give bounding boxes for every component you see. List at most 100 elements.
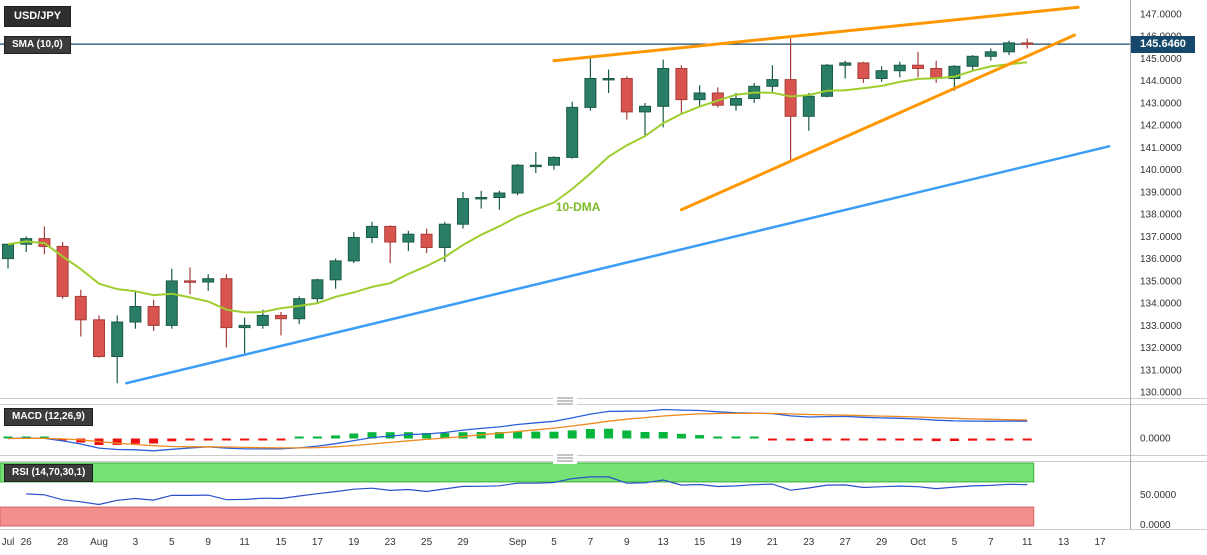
candle-bullish — [165, 280, 178, 326]
macd-histogram-bar — [695, 435, 705, 439]
rsi-line — [26, 476, 1028, 506]
macd-histogram-bar — [895, 438, 905, 441]
sma-indicator-badge[interactable]: SMA (10,0) — [4, 36, 71, 54]
macd-histogram-bar — [731, 436, 741, 439]
macd-axis-label: 0.0000 — [1140, 434, 1171, 445]
date-axis-label: Jul — [2, 537, 15, 548]
macd-histogram-bar — [440, 432, 450, 439]
candle-bullish — [347, 237, 360, 262]
macd-histogram-bar — [1022, 438, 1032, 441]
candle-bearish — [93, 319, 105, 357]
macd-histogram-bar — [294, 436, 304, 439]
symbol-badge[interactable]: USD/JPY — [4, 6, 72, 27]
macd-histogram-bar — [203, 438, 213, 441]
pane-resize-handle[interactable] — [553, 452, 577, 464]
macd-histogram-bar — [658, 432, 668, 439]
candle-bullish — [129, 306, 142, 323]
date-axis-label: 15 — [275, 537, 287, 548]
candle-bullish — [984, 51, 997, 57]
candle-bullish — [966, 55, 979, 67]
date-axis-label: Oct — [910, 537, 926, 548]
candle-bearish — [147, 306, 160, 326]
macd-histogram-bar — [349, 433, 359, 439]
candle-bearish — [74, 295, 87, 321]
candle-bullish — [821, 64, 833, 97]
candle-bullish — [438, 223, 451, 248]
candle-bullish — [366, 225, 378, 238]
candle-bullish — [202, 278, 215, 283]
date-axis-label: 11 — [239, 537, 250, 548]
candle-bullish — [730, 98, 742, 106]
macd-histogram-bar — [130, 438, 140, 444]
axes: 147.0000146.0000145.0000144.0000143.0000… — [2, 10, 1183, 549]
date-axis-label: 26 — [21, 537, 33, 548]
price-axis-label: 140.0000 — [1140, 165, 1182, 176]
macd-histogram-bar — [167, 438, 177, 442]
candle-bearish — [56, 245, 69, 297]
date-axis-label: 21 — [767, 537, 779, 548]
candle-bullish — [802, 95, 815, 117]
candle-bullish — [329, 260, 342, 281]
macd-histogram-bar — [312, 436, 322, 439]
date-axis-label: 23 — [385, 537, 397, 548]
candle-bullish — [948, 65, 961, 80]
candle-bearish — [912, 64, 924, 69]
candle-bullish — [693, 92, 706, 101]
date-axis-label: 13 — [1058, 537, 1070, 548]
date-axis-label: 17 — [312, 537, 324, 548]
date-axis-label: 5 — [952, 537, 958, 548]
macd-histogram-bar — [385, 432, 395, 439]
candle-bullish — [238, 324, 251, 329]
macd-histogram-bar — [513, 431, 523, 439]
macd-histogram-bar — [931, 438, 941, 442]
macd-histogram-bar — [531, 431, 541, 439]
macd-histogram-bar — [276, 438, 286, 441]
date-axis-label: 5 — [551, 537, 557, 548]
candle-bearish — [784, 79, 797, 117]
candle-bullish — [839, 62, 852, 66]
price-axis-label: 135.0000 — [1140, 276, 1182, 287]
rsi-indicator-badge[interactable]: RSI (14,70,30,1) — [4, 464, 94, 482]
candle-bearish — [220, 278, 233, 329]
macd-histogram-bar — [604, 428, 614, 439]
date-axis-label: 9 — [624, 537, 630, 548]
candle-bearish — [1021, 42, 1034, 45]
trendline-support-blue[interactable] — [125, 145, 1111, 385]
candle-bullish — [311, 279, 324, 300]
macd-histogram-bar — [767, 438, 777, 441]
macd-indicator-badge[interactable]: MACD (12,26,9) — [4, 408, 93, 426]
price-axis-label: 145.0000 — [1140, 54, 1182, 65]
macd-histogram-bar — [3, 436, 13, 439]
pane-resize-handle[interactable] — [553, 395, 577, 407]
candle-bullish — [548, 156, 560, 166]
candle-bullish — [475, 197, 488, 200]
candle-bullish — [893, 64, 906, 72]
date-axis-label: 11 — [1022, 537, 1033, 548]
macd-histogram-bar — [622, 430, 632, 439]
date-axis-label: 9 — [205, 537, 211, 548]
macd-histogram-bar — [749, 436, 759, 439]
price-axis-label: 132.0000 — [1140, 343, 1182, 354]
candle-bearish — [857, 62, 870, 80]
trendline-wedge-upper-orange[interactable] — [552, 5, 1080, 63]
candle-bullish — [457, 198, 469, 225]
candle-bullish — [493, 192, 506, 198]
date-axis-label: 29 — [457, 537, 469, 548]
macd-histogram-bar — [877, 438, 887, 441]
macd-histogram-bar — [804, 438, 814, 441]
candle-bearish — [184, 280, 196, 283]
rsi-overbought-band — [0, 462, 1035, 483]
price-axis-label: 131.0000 — [1140, 365, 1182, 376]
trendline-wedge-lower-orange[interactable] — [679, 33, 1076, 212]
date-axis-label: 15 — [694, 537, 706, 548]
price-axis-label: 142.0000 — [1140, 121, 1182, 132]
candle-bullish — [584, 78, 597, 108]
macd-histogram-bar — [676, 433, 686, 439]
macd-histogram-bar — [494, 432, 504, 439]
rsi-oversold-band — [0, 506, 1035, 527]
candle-bullish — [402, 233, 415, 243]
macd-histogram-bar — [1004, 438, 1014, 441]
date-axis-label: 23 — [803, 537, 815, 548]
